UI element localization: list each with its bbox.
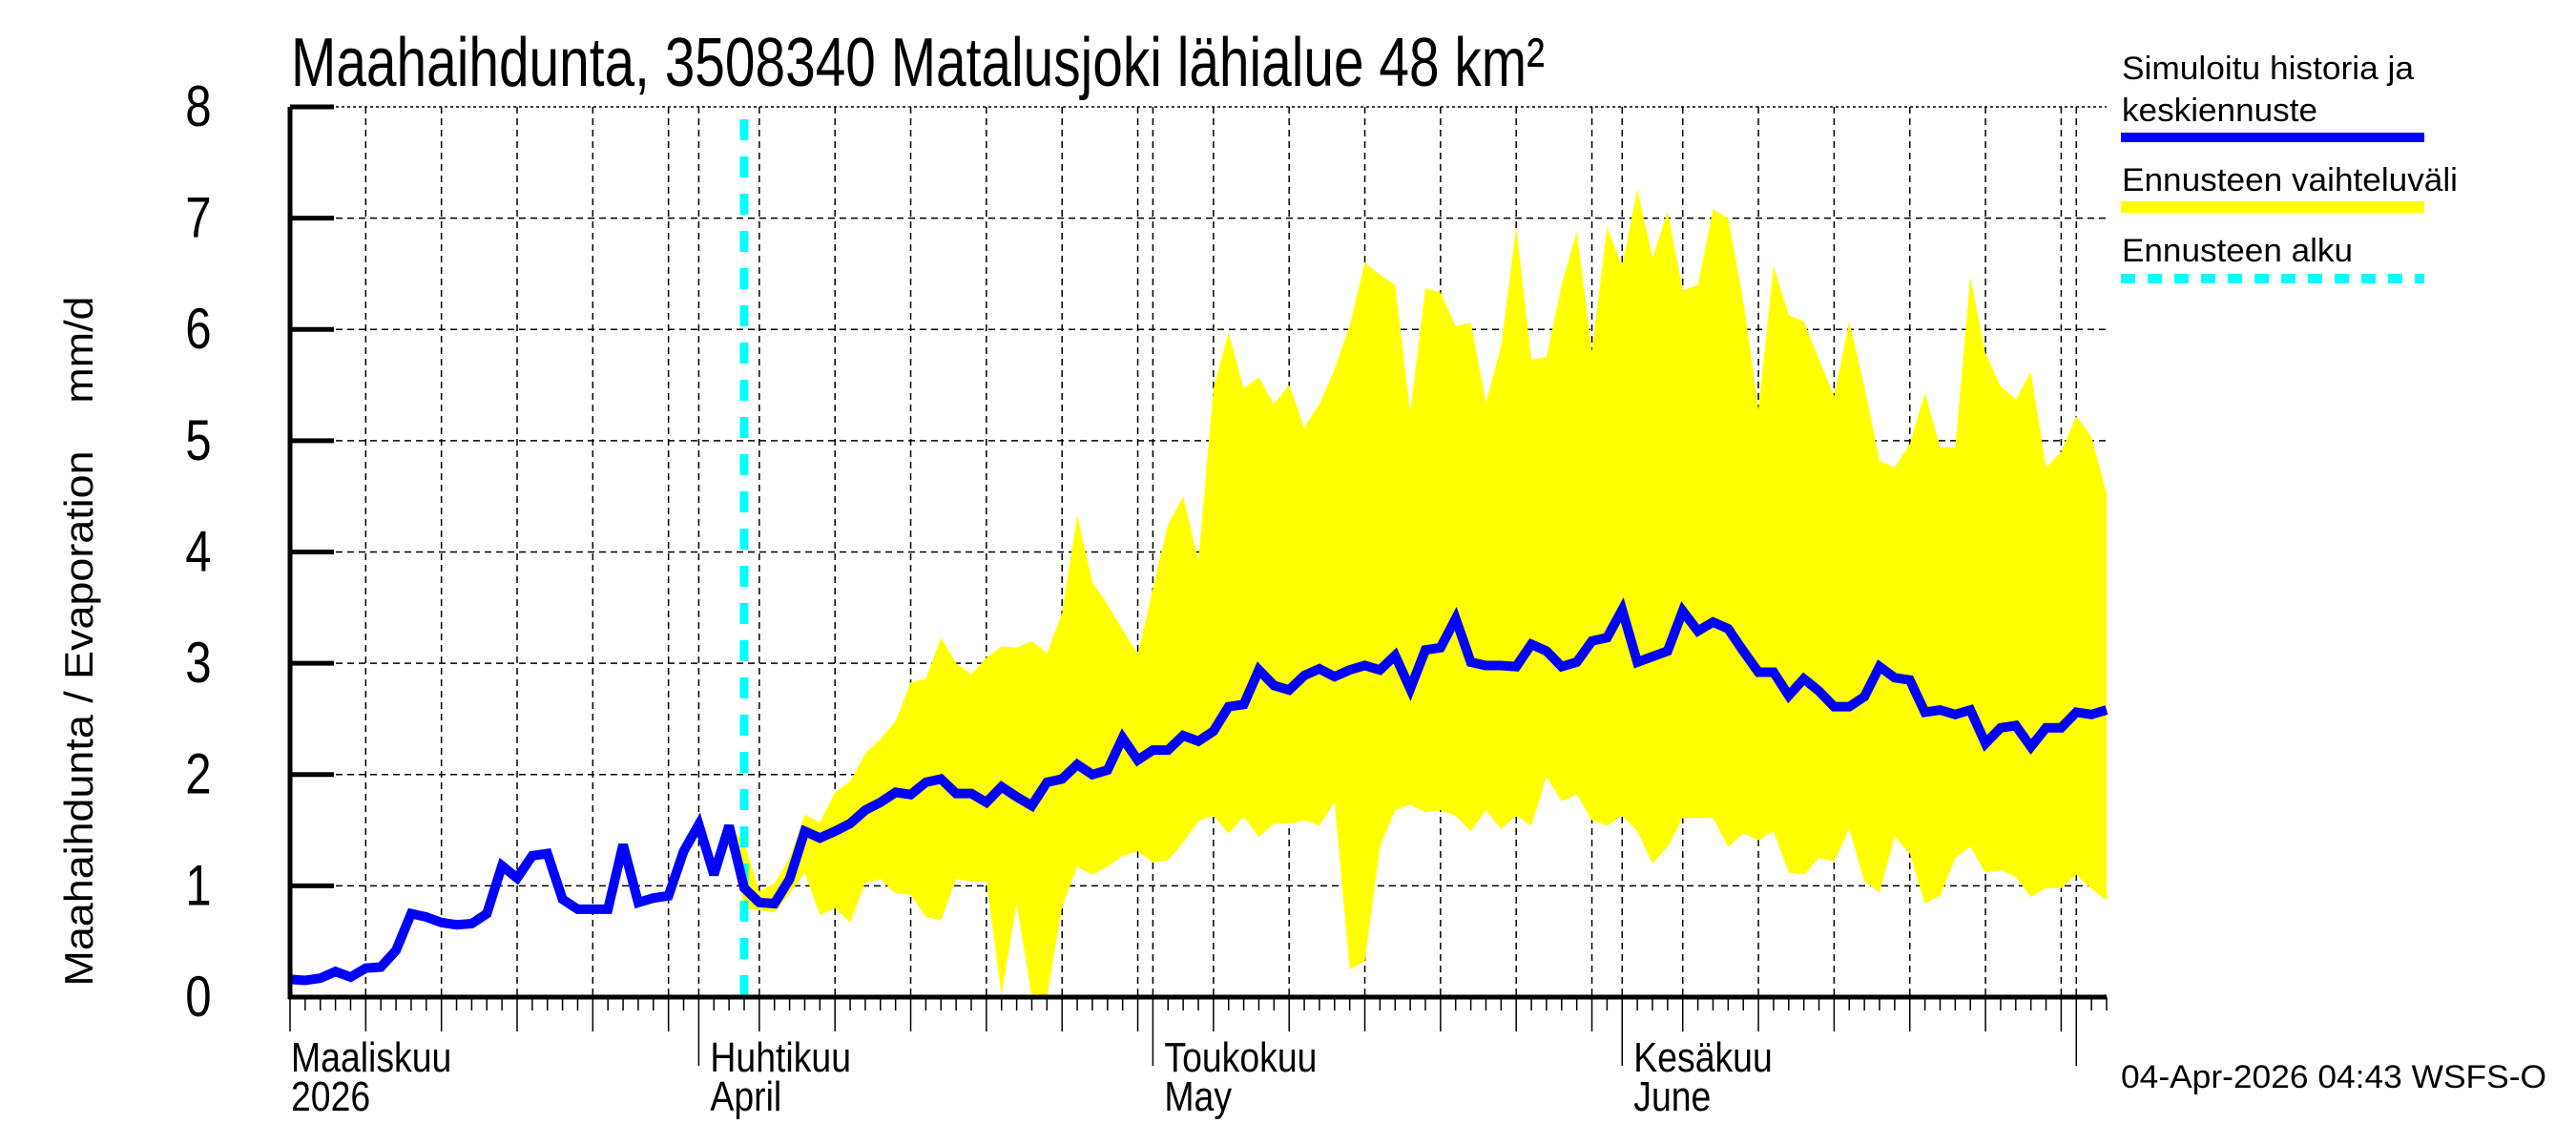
mean-forecast-series [289, 597, 2109, 986]
y-tick-label: 2 [185, 741, 211, 806]
y-tick-label: 7 [185, 185, 211, 250]
month-label-fi: Toukokuu [1164, 1033, 1317, 1081]
month-label-fi: Maaliskuu [291, 1033, 451, 1081]
legend-label-mean-line1: Simuloitu historia ja [2122, 51, 2414, 87]
month-label-en: June [1633, 1072, 1711, 1120]
month-label-fi: Huhtikuu [710, 1033, 851, 1081]
legend-label-mean-line2: keskiennuste [2122, 93, 2317, 129]
month-label-fi: Kesäkuu [1633, 1033, 1773, 1081]
y-tick-label: 1 [185, 853, 211, 918]
y-axis-label: Maahaihdunta / Evaporation mm/d [56, 297, 101, 987]
y-tick-label: 3 [185, 630, 211, 695]
y-tick-labels: 0 1 2 3 4 5 6 7 8 [185, 73, 211, 1029]
y-tick-label: 5 [185, 407, 211, 472]
legend-swatch-range [2121, 201, 2424, 213]
forecast-range-area [729, 189, 2108, 998]
y-tick-label: 8 [185, 73, 211, 138]
chart-title: Maahaihdunta, 3508340 Matalusjoki lähial… [291, 25, 1545, 101]
legend-label-range: Ennusteen vaihteluväli [2122, 162, 2458, 198]
legend-label-forecast-start: Ennusteen alku [2122, 233, 2353, 269]
axes [287, 104, 2108, 1066]
forecast-range-band [729, 189, 2108, 998]
timestamp: 04-Apr-2026 04:43 WSFS-O [2121, 1059, 2546, 1095]
month-label-en: May [1164, 1072, 1232, 1120]
y-tick-label: 6 [185, 297, 211, 362]
y-tick-label: 4 [185, 519, 211, 584]
month-label-en: 2026 [291, 1072, 370, 1120]
month-label-en: April [710, 1072, 781, 1120]
legend: Simuloitu historia ja keskiennuste Ennus… [2121, 51, 2458, 283]
legend-swatch-mean [2121, 133, 2424, 142]
y-tick-label: 0 [185, 964, 211, 1029]
